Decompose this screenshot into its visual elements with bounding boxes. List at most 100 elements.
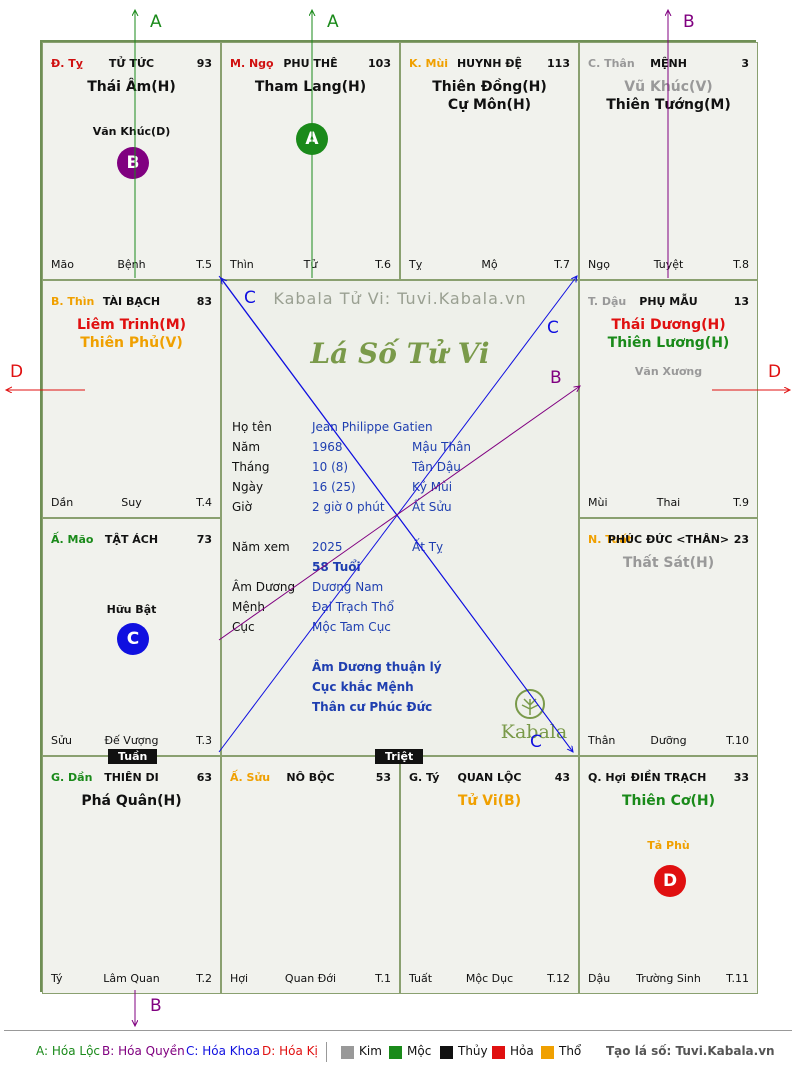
info-label: Ngày (232, 480, 264, 494)
main-star: Phá Quân(H) (81, 793, 182, 809)
minor-star: Hữu Bật (106, 603, 157, 616)
info-label: Cục (232, 620, 255, 634)
palace-decade: T.12 (547, 972, 570, 985)
palace-branch: Sửu (51, 734, 72, 747)
info-value: 10 (8) (312, 460, 349, 474)
palace-decade: T.2 (196, 972, 212, 985)
palace-name: PHỤ MẪU (639, 295, 698, 308)
palace-cell[interactable]: G. Dần THIÊN DI 63 Phá Quân(H) Tý Lâm Qua… (42, 756, 221, 994)
watermark: Kabala Tử Vi: Tuvi.Kabala.vn (273, 289, 527, 308)
palace-cell[interactable]: T. Dậu PHỤ MẪU 13 Thái Dương(H) Thiên Lươn… (579, 280, 758, 518)
palace-cell[interactable]: N. Tuất PHÚC ĐỨC <THÂN> 23 Thất Sát(H) Th… (579, 518, 758, 756)
info-label: Năm xem (232, 540, 290, 554)
palace-header: B. Thìn TÀI BẠCH 83 (51, 295, 212, 309)
palace-name: NÔ BỘC (286, 771, 335, 784)
palace-phase: Thai (656, 496, 681, 509)
arrow-label-d-right: D (768, 362, 782, 382)
palace-cell[interactable]: B. Thìn TÀI BẠCH 83 Liêm Trinh(M) Thiên Ph… (42, 280, 221, 518)
palace-footer: Sửu Đế Vượng T.3 (51, 733, 212, 747)
info-value-canchi: Ất Tỵ (412, 540, 444, 554)
palace-stem: C. Thân (588, 57, 635, 70)
palace-decade: T.10 (726, 734, 749, 747)
main-star: Vũ Khúc(V) (624, 79, 713, 95)
palace-header: T. Dậu PHỤ MẪU 13 (588, 295, 749, 309)
triet-tag: Triệt (375, 749, 424, 764)
palace-cell[interactable]: Q. Hợi ĐIỀN TRẠCH 33 Thiên Cơ(H) Tả Phù D D… (579, 756, 758, 994)
palace-decade: T.9 (733, 496, 749, 509)
main-star: Thái Âm(H) (87, 79, 176, 95)
palace-stem: K. Mùi (409, 57, 449, 70)
main-star: Tham Lang(H) (254, 79, 367, 95)
main-star: Thiên Cơ(H) (621, 793, 716, 809)
palace-number: 103 (368, 57, 391, 70)
palace-number: 73 (196, 533, 212, 546)
palace-cell[interactable]: M. Ngọ PHU THÊ 103 Tham Lang(H) A Thìn Tử … (221, 42, 400, 280)
palace-number: 13 (733, 295, 749, 308)
palace-cell[interactable]: G. Tý QUAN LỘC 43 Tử Vi(B) Tuất Mộc Dục T… (400, 756, 579, 994)
arrow-label-a-2: A (327, 12, 339, 32)
palace-cell[interactable]: C. Thân MỆNH 3 Vũ Khúc(V) Thiên Tướng(M) N… (579, 42, 758, 280)
info-value: Jean Philippe Gatien (312, 420, 433, 434)
chart-board: Đ. Tỵ TỬ TỨC 93 Thái Âm(H) Văn Khúc(D) B Mã… (40, 40, 758, 994)
palace-header: Ấ. Sửu NÔ BỘC 53 (230, 771, 391, 785)
palace-branch: Tỵ (409, 258, 423, 271)
info-value: 16 (25) (312, 480, 356, 494)
palace-stem: G. Dần (51, 771, 93, 784)
palace-cell[interactable]: Ấ. Mão TẬT ÁCH 73 Hữu Bật C Sửu Đế Vượng T… (42, 518, 221, 756)
palace-name: TẬT ÁCH (104, 533, 159, 546)
legend-b: B: Hóa Quyền (102, 1044, 185, 1058)
palace-phase: Đế Vượng (104, 734, 159, 747)
credit-link[interactable]: Tạo lá số: Tuvi.Kabala.vn (606, 1044, 775, 1058)
main-star: Thiên Tướng(M) (606, 97, 731, 113)
arrow-label-c-1: C (244, 288, 256, 308)
info-label: Họ tên (232, 420, 272, 434)
palace-name: MỆNH (650, 57, 687, 70)
palace-branch: Ngọ (588, 258, 610, 271)
info-value: Đại Trạch Thổ (312, 600, 394, 614)
palace-cell[interactable]: Đ. Tỵ TỬ TỨC 93 Thái Âm(H) Văn Khúc(D) B Mã… (42, 42, 221, 280)
palace-name: THIÊN DI (104, 771, 159, 784)
main-star: Thiên Lương(H) (607, 335, 730, 351)
info-value-canchi: Ất Sửu (412, 500, 452, 514)
palace-branch: Thìn (230, 258, 254, 271)
palace-footer: Ngọ Tuyệt T.8 (588, 257, 749, 271)
main-star: Thái Dương(H) (611, 317, 726, 333)
palace-footer: Tuất Mộc Dục T.12 (409, 971, 570, 985)
main-star: Thiên Phủ(V) (80, 335, 183, 351)
palace-stem: Ấ. Mão (51, 533, 94, 546)
tuan-tag: Tuần (108, 749, 158, 764)
main-star: Thiên Đồng(H) (432, 79, 547, 95)
palace-number: 93 (196, 57, 212, 70)
info-value-canchi: Kỷ Mùi (412, 480, 453, 494)
palace-decade: T.4 (196, 496, 212, 509)
info-value: 2025 (312, 540, 343, 554)
legend-d: D: Hóa Kị (262, 1044, 318, 1058)
palace-branch: Dần (51, 496, 74, 509)
chart-note: Âm Dương thuận lý (312, 660, 442, 674)
palace-phase: Quan Đới (284, 972, 337, 985)
palace-footer: Tỵ Mộ T.7 (409, 257, 570, 271)
center-panel: Kabala Tử Vi: Tuvi.Kabala.vn Lá Số Tử Vi… (221, 280, 579, 756)
palace-name: ĐIỀN TRẠCH (630, 771, 707, 784)
palace-cell[interactable]: K. Mùi HUYNH ĐỆ 113 Thiên Đồng(H) Cự Môn(H… (400, 42, 579, 280)
palace-header: Q. Hợi ĐIỀN TRẠCH 33 (588, 771, 749, 785)
chart-title: Lá Số Tử Vi (310, 337, 490, 370)
legend-tho: Thổ (559, 1044, 582, 1058)
swatch-kim (341, 1046, 354, 1059)
palace-stem: N. Tuất (588, 533, 633, 546)
palace-phase: Mộ (481, 258, 498, 271)
legend: A: Hóa Lộc B: Hóa Quyền C: Hóa Khoa D: H… (0, 1034, 796, 1070)
palace-name: PHU THÊ (283, 57, 338, 70)
palace-name: TỬ TỨC (108, 57, 155, 70)
palace-header: M. Ngọ PHU THÊ 103 (230, 57, 391, 71)
palace-stem: Đ. Tỵ (51, 57, 83, 70)
palace-stem: Ấ. Sửu (230, 771, 271, 784)
info-label: Tháng (232, 460, 270, 474)
swatch-thuy (440, 1046, 453, 1059)
main-star: Cự Môn(H) (447, 97, 532, 113)
palace-decade: T.5 (196, 258, 212, 271)
palace-footer: Thân Dưỡng T.10 (588, 733, 749, 747)
palace-cell[interactable]: Ấ. Sửu NÔ BỘC 53 Hợi Quan Đới T.1 (221, 756, 400, 994)
palace-footer: Mùi Thai T.9 (588, 495, 749, 509)
info-label: Năm (232, 440, 261, 454)
